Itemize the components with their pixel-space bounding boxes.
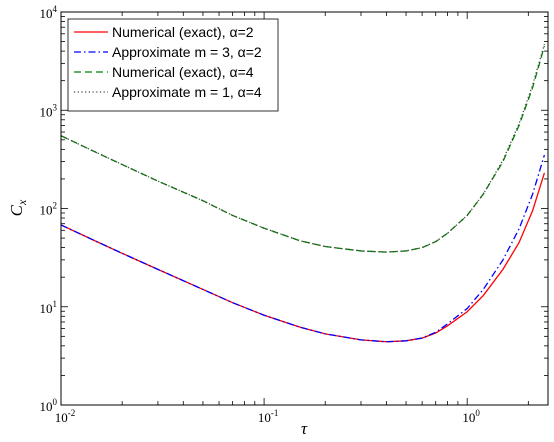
y-tick-label: 103 (40, 102, 58, 119)
y-axis-label: Cx (7, 199, 29, 216)
series-line-4 (60, 44, 546, 253)
y-tick-label: 102 (40, 201, 58, 218)
series-line-1 (60, 172, 546, 343)
y-tick-label: 104 (40, 4, 58, 21)
y-axis-label-main: C (7, 204, 26, 216)
legend-label-4: Approximate m = 1, α=4 (112, 84, 262, 100)
x-tick-label: 10-1 (258, 408, 279, 425)
legend: Numerical (exact), α=2 Approximate m = 3,… (67, 18, 279, 112)
plot-frame (60, 11, 549, 406)
legend-label-1: Numerical (exact), α=2 (112, 24, 254, 40)
legend-label-3: Numerical (exact), α=4 (112, 64, 254, 80)
x-tick-label: 10-2 (55, 408, 76, 425)
legend-box (67, 18, 279, 112)
x-axis-label: τ (301, 419, 308, 438)
legend-entries: Numerical (exact), α=2 Approximate m = 3,… (74, 24, 262, 100)
x-tick-label: 100 (462, 408, 480, 425)
y-axis-label-subscript: x (15, 199, 29, 206)
tick-label-layer: 10-2 10-1 100 100 101 102 103 104 (40, 4, 481, 425)
series-line-3 (60, 45, 546, 253)
legend-label-2: Approximate m = 3, α=2 (112, 44, 262, 60)
y-tick-label: 101 (40, 299, 58, 316)
svg-text:Cx: Cx (7, 199, 29, 216)
y-tick-label: 100 (40, 397, 58, 414)
series-layer (60, 44, 546, 343)
